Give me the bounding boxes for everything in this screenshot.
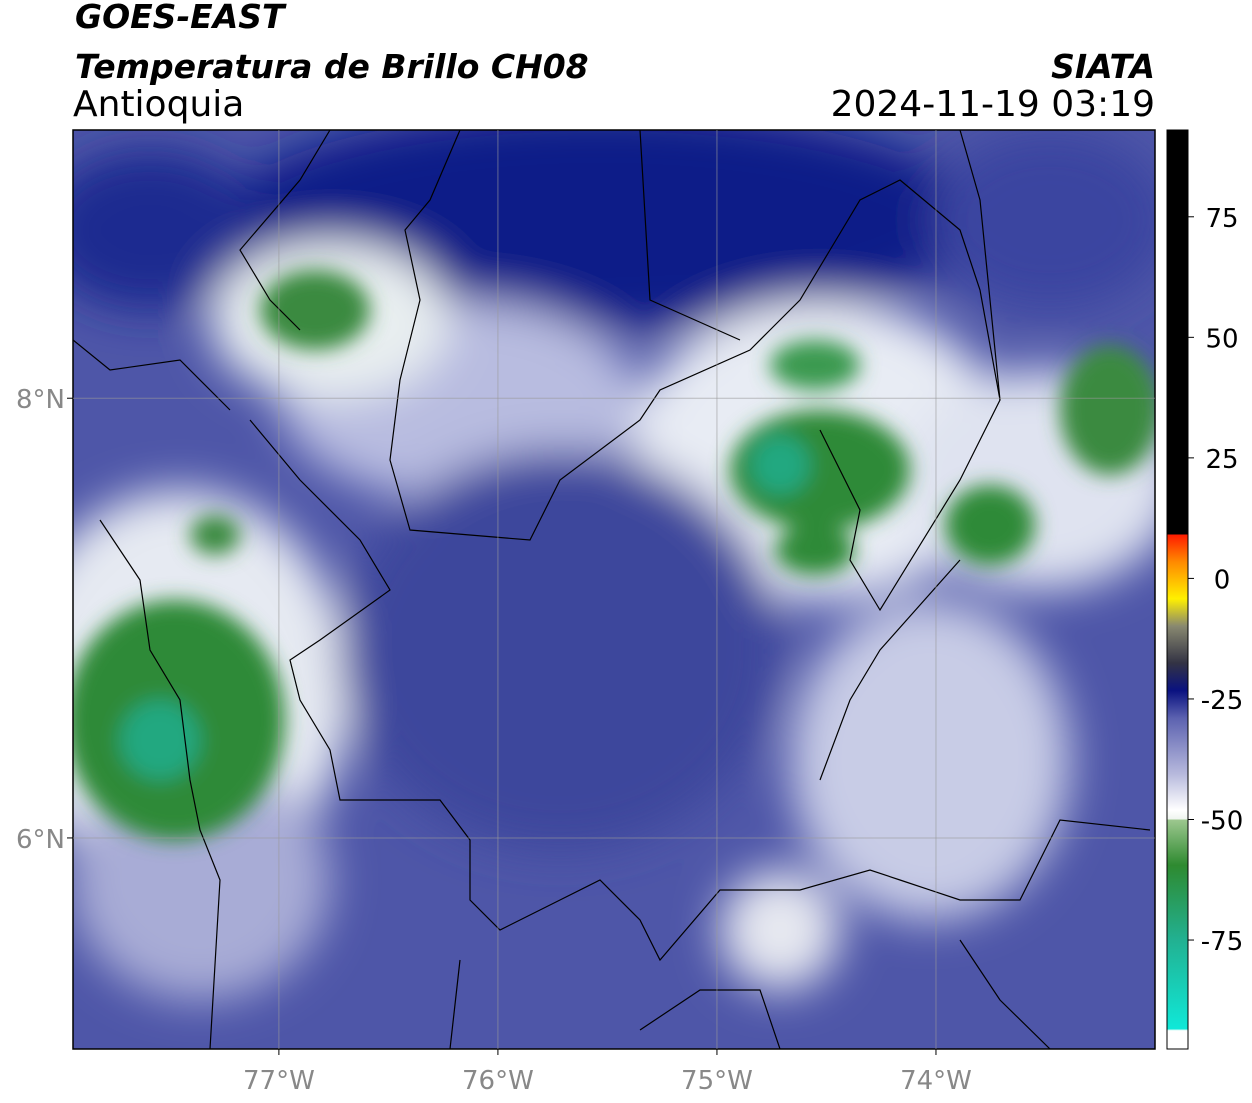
imagery: [73, 130, 1155, 1049]
colorbar-tick-label: -50: [1201, 806, 1243, 836]
subtitle: Temperatura de Brillo CH08: [75, 47, 589, 86]
x-tick-label: 75°W: [681, 1066, 753, 1096]
colorbar-tick-label: 50: [1205, 324, 1238, 354]
region: Antioquia: [73, 84, 244, 125]
title: GOES-EAST: [75, 0, 287, 36]
colorbar-tick-label: -25: [1201, 686, 1243, 716]
colorbar-tick-label: 25: [1205, 445, 1238, 475]
colorbar-tick-label: -75: [1201, 927, 1243, 957]
datetime: 2024-11-19 03:19: [831, 84, 1155, 125]
colorbar-tick-label: 75: [1205, 204, 1238, 234]
map-frame: [72, 129, 1156, 1050]
x-tick-label: 76°W: [462, 1066, 534, 1096]
y-tick-label: 8°N: [16, 385, 65, 415]
colorbar-tick-label: 0: [1214, 565, 1231, 595]
x-tick-label: 77°W: [243, 1066, 315, 1096]
colorbar: [1166, 129, 1189, 1050]
x-tick-label: 74°W: [900, 1066, 972, 1096]
source: SIATA: [1051, 47, 1155, 86]
y-tick-label: 6°N: [16, 825, 65, 855]
